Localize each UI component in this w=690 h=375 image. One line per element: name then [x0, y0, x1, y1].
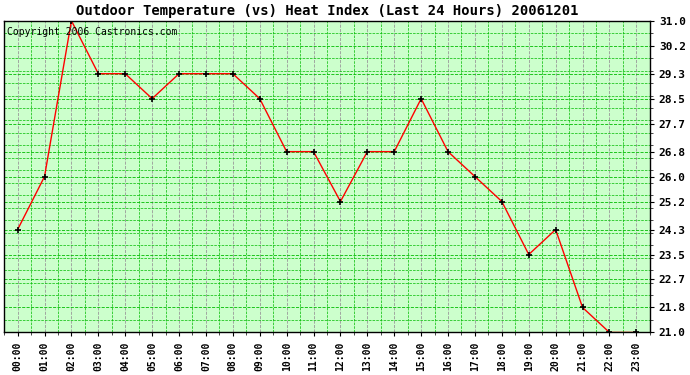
Title: Outdoor Temperature (vs) Heat Index (Last 24 Hours) 20061201: Outdoor Temperature (vs) Heat Index (Las…: [76, 4, 578, 18]
Text: Copyright 2006 Castronics.com: Copyright 2006 Castronics.com: [8, 27, 178, 37]
